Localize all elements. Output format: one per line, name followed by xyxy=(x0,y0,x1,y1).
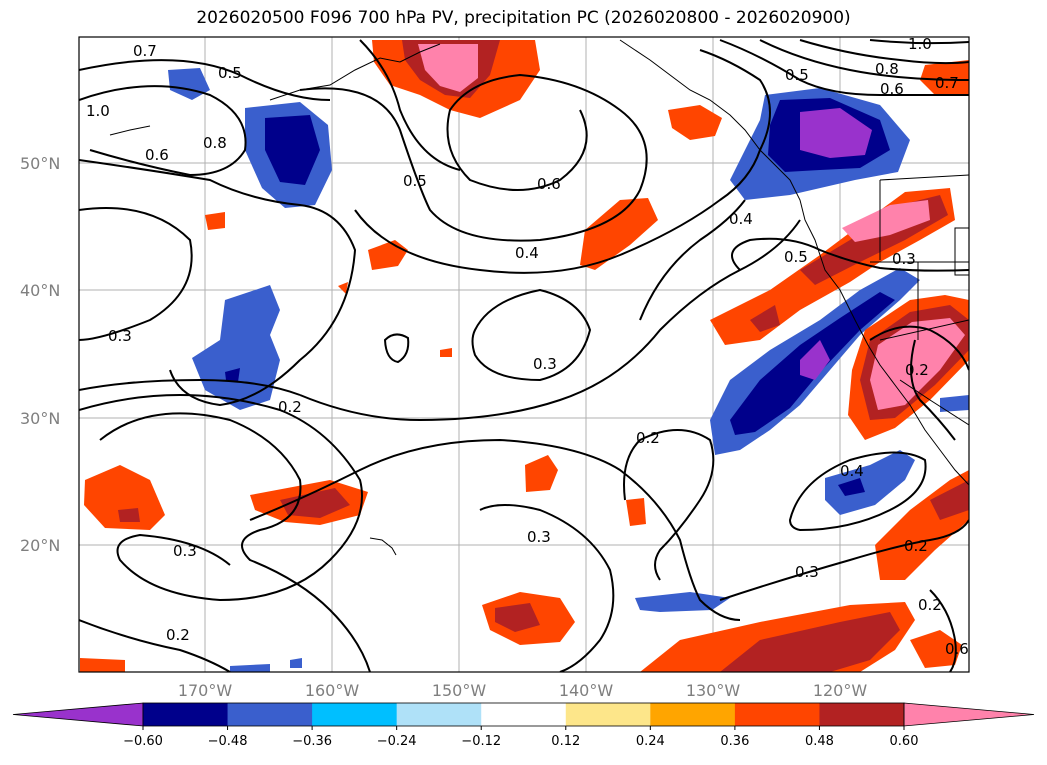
contour-label: 0.5 xyxy=(784,248,808,266)
colorbar-tick-label: −0.48 xyxy=(208,734,248,749)
contour-label: 0.2 xyxy=(918,596,942,614)
colorbar-segment xyxy=(143,703,229,726)
contour-label: 0.5 xyxy=(403,172,427,190)
lon-tick-label: 150°W xyxy=(432,681,487,700)
contour-label: 0.4 xyxy=(729,210,753,228)
contour-label: 0.6 xyxy=(537,175,561,193)
colorbar-tick-label: −0.24 xyxy=(377,734,417,749)
contour-label: 0.5 xyxy=(218,64,242,82)
contour-label: 0.3 xyxy=(795,563,819,581)
map-frame xyxy=(78,36,970,673)
colorbar-frame xyxy=(142,702,905,727)
contour-label: 0.3 xyxy=(892,250,916,268)
contour-label: 0.2 xyxy=(636,429,660,447)
contour-label: 0.8 xyxy=(203,134,227,152)
lon-tick-label: 170°W xyxy=(178,681,233,700)
colorbar-tick-label: −0.60 xyxy=(123,734,163,749)
colorbar-tick-label: −0.12 xyxy=(461,734,501,749)
contour-label: 0.7 xyxy=(935,74,959,92)
lon-axis: 170°W 160°W 150°W 140°W 130°W 120°W xyxy=(178,681,868,700)
contour-label: 0.3 xyxy=(173,542,197,560)
contour-label: 0.3 xyxy=(533,355,557,373)
lat-axis: 50°N 40°N 30°N 20°N xyxy=(20,154,60,555)
colorbar-tick-label: 0.60 xyxy=(890,734,919,749)
lat-tick-label: 40°N xyxy=(20,281,60,300)
lon-tick-label: 130°W xyxy=(686,681,741,700)
contour-label: 0.5 xyxy=(785,66,809,84)
colorbar: −0.60 −0.48 −0.36 −0.24 −0.12 0.12 0.24 0.36 0.4… xyxy=(12,702,1035,749)
contour-label: 0.2 xyxy=(278,398,302,416)
contour-label: 0.2 xyxy=(166,626,190,644)
contour-label: 0.6 xyxy=(145,146,169,164)
precipitation-field xyxy=(80,40,969,672)
colorbar-extend-min xyxy=(12,702,144,727)
contour-label: 1.0 xyxy=(86,102,110,120)
lat-tick-label: 30°N xyxy=(20,409,60,428)
colorbar-tick-label: 0.36 xyxy=(720,734,749,749)
colorbar-extend-max xyxy=(903,702,1035,727)
chart-title: 2026020500 F096 700 hPa PV, precipitatio… xyxy=(196,8,851,28)
colorbar-tick-label: 0.48 xyxy=(805,734,834,749)
contour-labels: 0.7 0.5 1.0 0.8 0.6 0.5 0.6 0.4 0.3 0.3 … xyxy=(86,35,969,658)
lat-tick-label: 20°N xyxy=(20,536,60,555)
colorbar-segment xyxy=(227,703,313,726)
contour-label: 0.4 xyxy=(840,462,864,480)
colorbar-segment xyxy=(312,703,398,726)
colorbar-segment xyxy=(396,703,482,726)
contour-label: 0.4 xyxy=(515,244,539,262)
contour-label: 0.6 xyxy=(945,640,969,658)
lon-tick-label: 160°W xyxy=(305,681,360,700)
colorbar-tick-label: −0.36 xyxy=(292,734,332,749)
colorbar-segment xyxy=(819,703,905,726)
colorbar-segment xyxy=(481,703,567,726)
contour-label: 1.0 xyxy=(908,35,932,53)
lon-tick-label: 120°W xyxy=(813,681,868,700)
colorbar-segment xyxy=(734,703,820,726)
colorbar-segment xyxy=(650,703,736,726)
contour-label: 0.3 xyxy=(108,327,132,345)
contour-label: 0.8 xyxy=(875,60,899,78)
contour-label: 0.7 xyxy=(133,42,157,60)
contour-label: 0.2 xyxy=(905,361,929,379)
map-area: 0.7 0.5 1.0 0.8 0.6 0.5 0.6 0.4 0.3 0.3 … xyxy=(79,35,969,672)
colorbar-tick-label: 0.24 xyxy=(636,734,665,749)
contour-label: 0.3 xyxy=(527,528,551,546)
contour-label: 0.6 xyxy=(880,80,904,98)
lat-tick-label: 50°N xyxy=(20,154,60,173)
colorbar-segment xyxy=(565,703,651,726)
lon-tick-label: 140°W xyxy=(559,681,614,700)
colorbar-tick-label: 0.12 xyxy=(551,734,580,749)
pv-contours xyxy=(79,39,969,672)
contour-label: 0.2 xyxy=(904,537,928,555)
